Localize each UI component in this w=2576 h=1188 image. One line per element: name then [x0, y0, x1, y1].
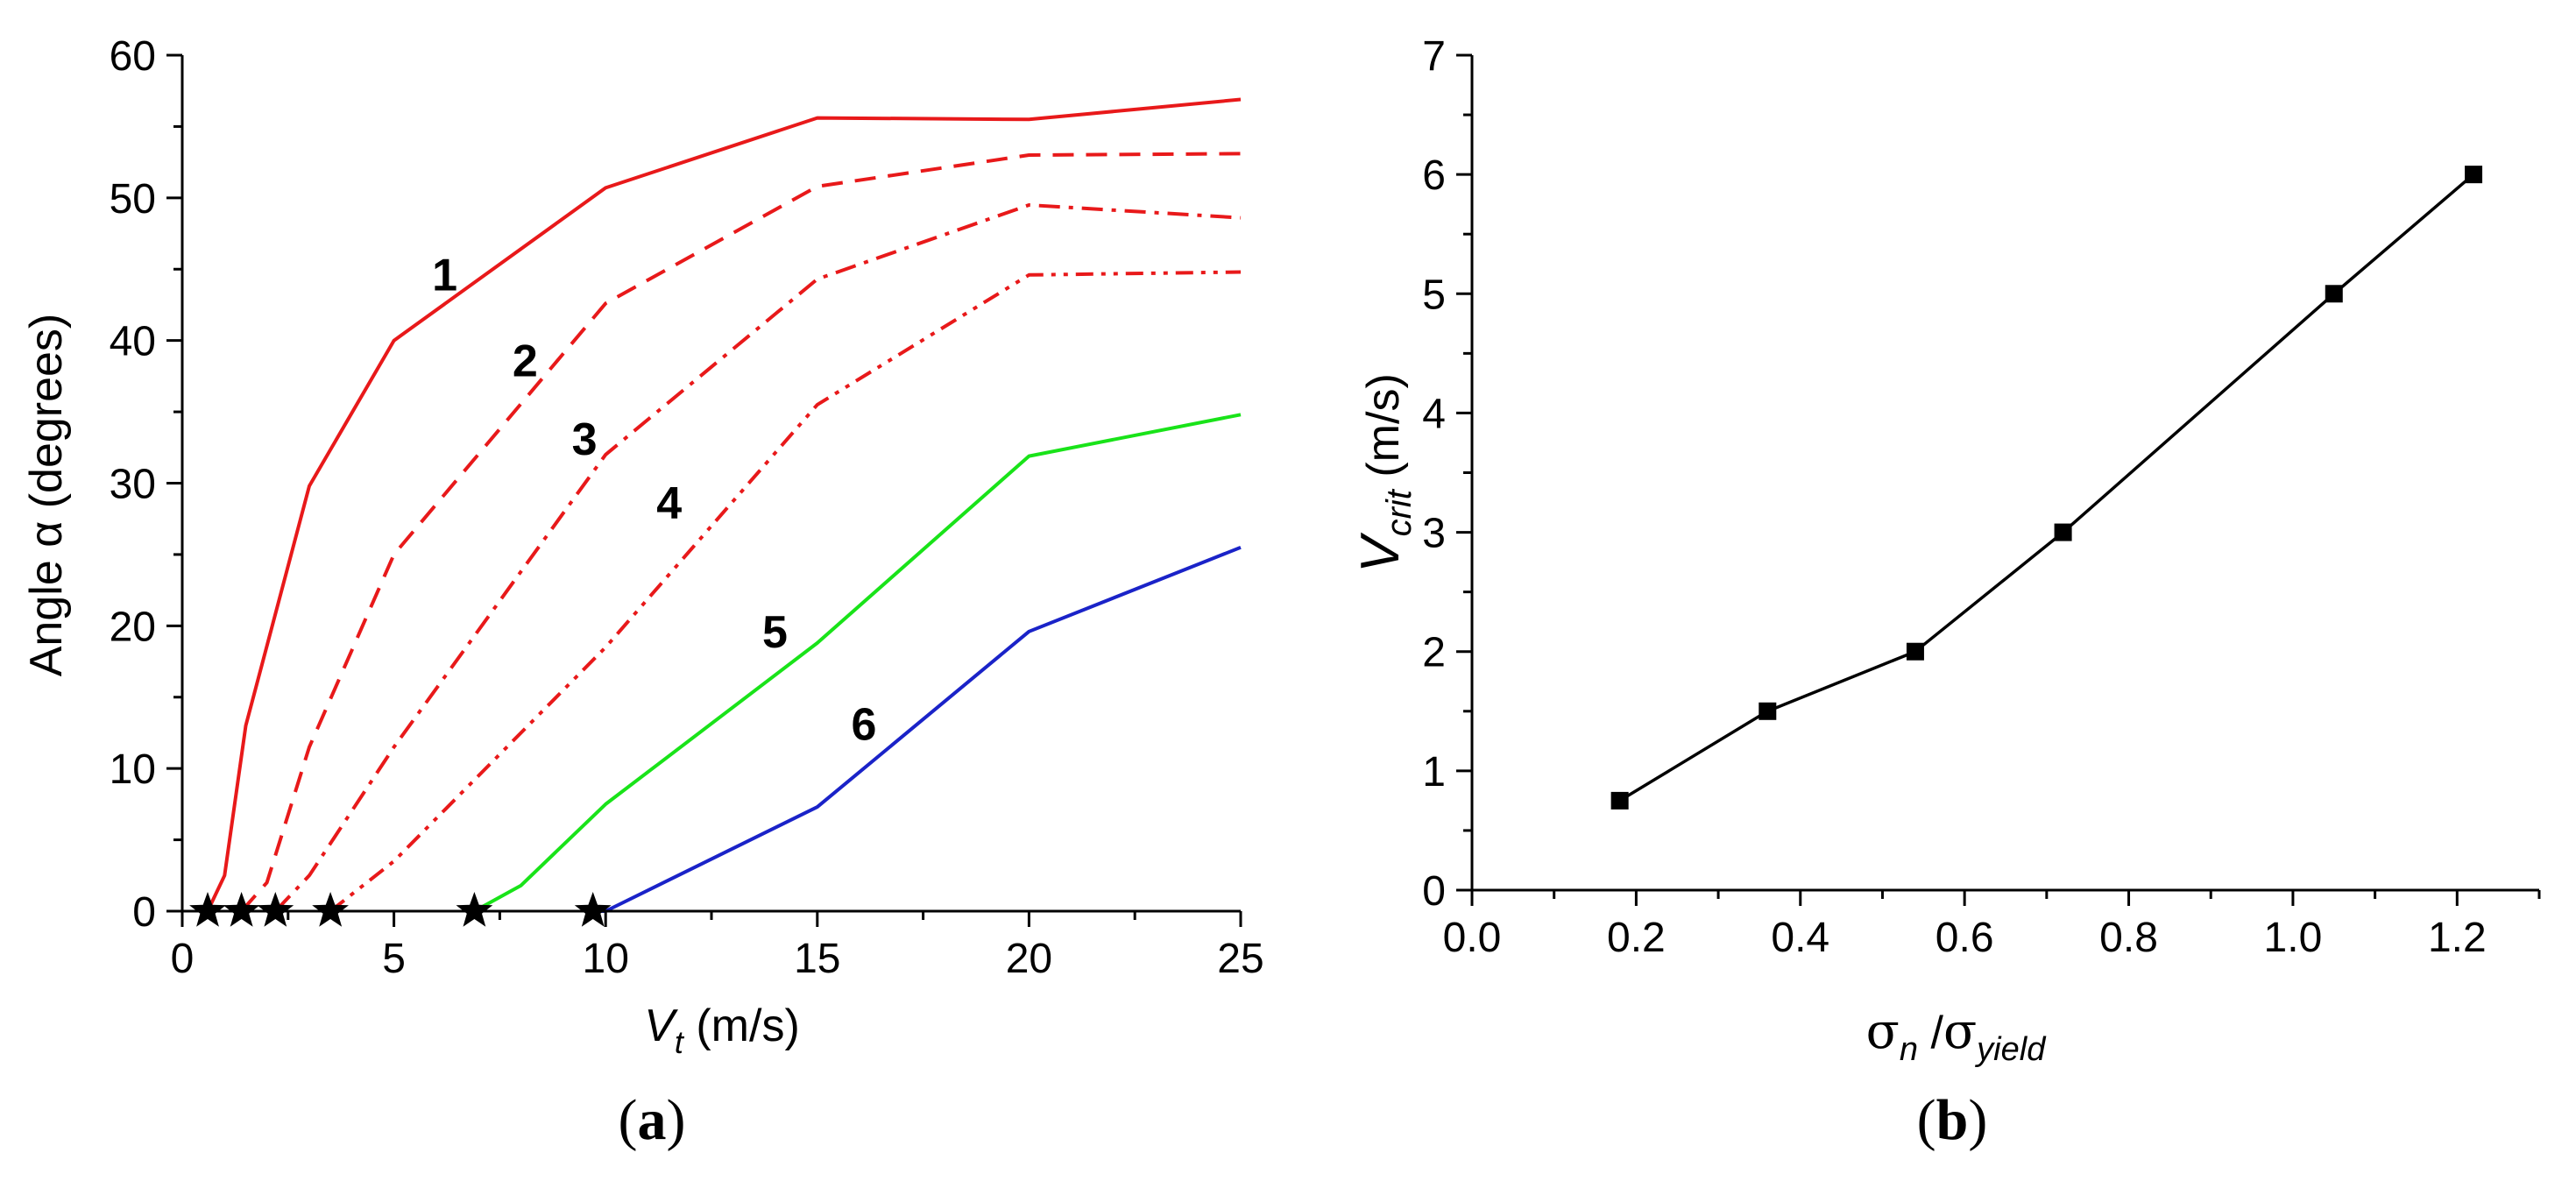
panel-a-star-markers — [189, 892, 612, 927]
panel-b-ylabel: Vcrit (m/s) — [1350, 373, 1419, 573]
panel-a-label-letter: a — [638, 1088, 667, 1152]
panel-a-xlabel: Vt (m/s) — [644, 1001, 800, 1060]
panel-b-ylabel-suffix: (m/s) — [1358, 373, 1409, 490]
curve-3-line — [273, 203, 1242, 913]
panel-a-xlabel-main: V — [644, 1001, 678, 1051]
threshold-star-marker — [574, 892, 612, 927]
b-xtick-label: 1.2 — [2428, 915, 2487, 961]
a-ytick-label: 10 — [110, 746, 156, 793]
vcrit-point — [2054, 523, 2072, 541]
a-ytick-label: 40 — [110, 319, 156, 365]
a-xtick-label: 10 — [583, 936, 629, 982]
a-ytick-label: 60 — [110, 33, 156, 80]
panel-b-series-group — [1618, 173, 2475, 803]
curve-4-line — [329, 270, 1242, 913]
a-ytick-label: 50 — [110, 176, 156, 223]
b-ytick-label: 1 — [1422, 749, 1446, 796]
chart-panel-b: 0.0 0.2 0.4 0.6 0.8 1.0 1.2 0 1 2 3 4 5 6 7 Vcrit (m/s… — [1350, 33, 2541, 1152]
vcrit-point — [2325, 285, 2343, 303]
b-ytick-label: 7 — [1422, 33, 1446, 80]
a-xtick-label: 5 — [382, 936, 406, 982]
a-ytick-label: 20 — [110, 604, 156, 650]
threshold-star-marker — [189, 892, 226, 927]
b-ytick-label: 2 — [1422, 630, 1446, 676]
a-xtick-label: 0 — [171, 936, 195, 982]
panel-b-label: (b) — [1917, 1088, 1988, 1152]
panel-b-ticks: 0.0 0.2 0.4 0.6 0.8 1.0 1.2 0 1 2 3 4 5 6 7 — [1422, 33, 2541, 961]
curve-5-line — [473, 413, 1242, 913]
panel-b-xlabel-num-sub: n — [1900, 1031, 1918, 1068]
threshold-star-marker — [223, 892, 260, 927]
panel-b-markers — [1610, 166, 2483, 810]
panel-a-label-close: ) — [667, 1088, 686, 1152]
a-xtick-label: 25 — [1217, 936, 1263, 982]
panel-a-label-open: ( — [619, 1088, 638, 1152]
curve-label-5: 5 — [762, 607, 788, 658]
curve-label-2: 2 — [513, 336, 538, 386]
vcrit-point — [1610, 791, 1629, 810]
b-ytick-label: 4 — [1422, 391, 1446, 437]
b-ytick-label: 5 — [1422, 272, 1446, 318]
panel-b-xlabel-sep: / — [1918, 1008, 1943, 1058]
b-xtick-label: 0.6 — [1936, 915, 1994, 961]
curve-2-line — [240, 152, 1242, 913]
a-ytick-label: 30 — [110, 462, 156, 508]
vcrit-point — [1759, 702, 1777, 720]
panel-a-xlabel-sub: t — [675, 1024, 685, 1060]
panel-b-xlabel-den: σ — [1943, 1003, 1977, 1060]
panel-b-xlabel-num: σ — [1866, 1003, 1900, 1060]
panel-b-label-letter: b — [1936, 1088, 1969, 1152]
b-xtick-label: 0.0 — [1443, 915, 1502, 961]
b-xtick-label: 1.0 — [2264, 915, 2323, 961]
b-ytick-label: 3 — [1422, 511, 1446, 557]
threshold-star-marker — [312, 892, 349, 927]
vcrit-line — [1618, 173, 2475, 803]
panel-a-ylabel: Angle α (degrees) — [21, 314, 72, 677]
curve-label-6: 6 — [851, 700, 876, 751]
curve-label-1: 1 — [432, 251, 457, 301]
panel-b-label-open: ( — [1917, 1088, 1936, 1152]
panel-a-xlabel-suffix: (m/s) — [683, 1001, 800, 1051]
a-ytick-label: 0 — [132, 889, 156, 936]
a-xtick-label: 15 — [794, 936, 840, 982]
curve-1-line — [206, 97, 1242, 912]
threshold-star-marker — [257, 892, 294, 927]
panel-b-ylabel-main: V — [1350, 532, 1411, 573]
vcrit-point — [1906, 642, 1924, 661]
b-xtick-label: 0.8 — [2099, 915, 2158, 961]
panel-b-xlabel-den-sub: yield — [1974, 1031, 2047, 1068]
b-ytick-label: 6 — [1422, 152, 1446, 199]
vcrit-point — [2465, 166, 2483, 184]
panel-b-label-close: ) — [1968, 1088, 1987, 1152]
curve-label-4: 4 — [656, 478, 682, 529]
panel-b-xlabel: σn /σyield — [1866, 1003, 2048, 1068]
b-xtick-label: 0.4 — [1771, 915, 1829, 961]
panel-a-label: (a) — [619, 1088, 686, 1152]
b-ytick-label: 0 — [1422, 868, 1446, 915]
threshold-star-marker — [456, 892, 493, 927]
curve-label-3: 3 — [572, 414, 598, 465]
a-xtick-label: 20 — [1006, 936, 1052, 982]
b-xtick-label: 0.2 — [1607, 915, 1666, 961]
panel-b-ylabel-sub: crit — [1380, 488, 1419, 536]
